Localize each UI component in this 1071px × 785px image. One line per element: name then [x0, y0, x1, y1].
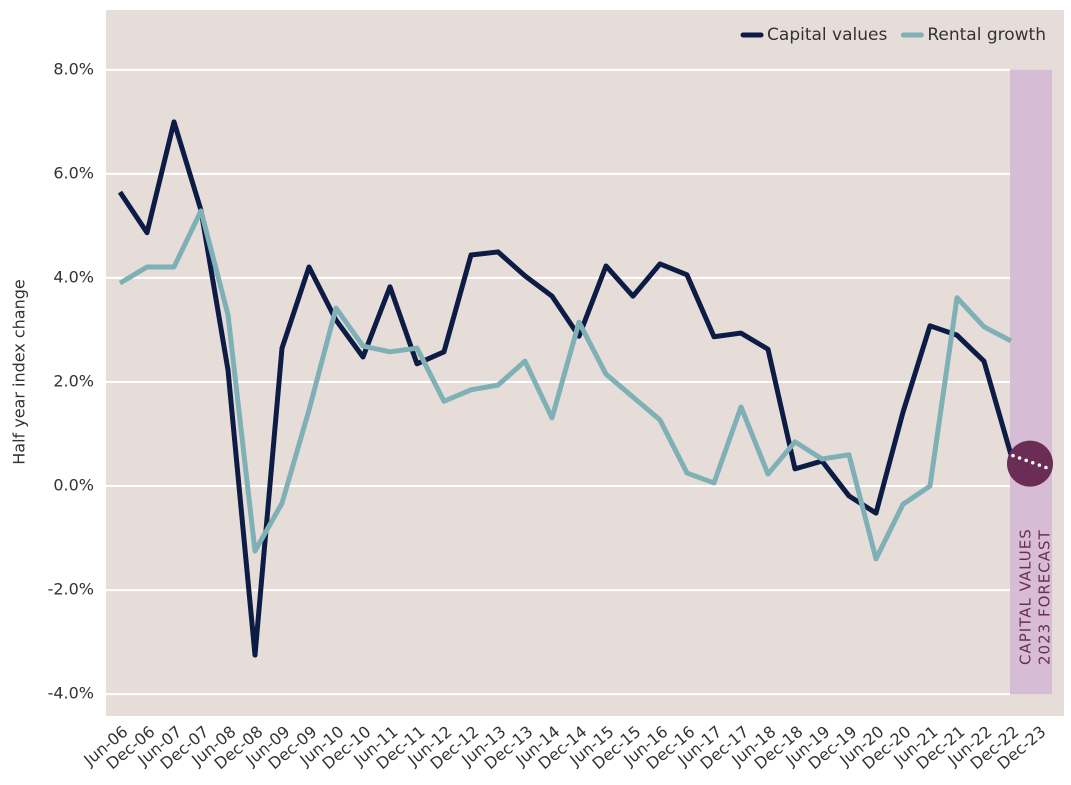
legend-label: Capital values [767, 25, 887, 45]
forecast-label: CAPITAL VALUES [1017, 528, 1035, 665]
y-tick-label: 4.0% [53, 267, 94, 286]
forecast-label: 2023 FORECAST [1036, 529, 1054, 665]
y-tick-label: 2.0% [53, 371, 94, 390]
legend-label: Rental growth [927, 25, 1046, 45]
plot-background [106, 10, 1064, 716]
y-tick-label: 8.0% [53, 59, 94, 78]
forecast-band [1010, 69, 1052, 695]
y-tick-label: 6.0% [53, 163, 94, 182]
forecast-dots [1011, 453, 1054, 472]
y-axis-title: Half year index change [10, 279, 29, 465]
forecast-marker [1007, 440, 1053, 487]
data-line [118, 208, 1013, 562]
y-tick-label: -2.0% [48, 580, 94, 599]
y-tick-label: -4.0% [48, 684, 94, 703]
y-tick-label: 0.0% [53, 476, 94, 495]
